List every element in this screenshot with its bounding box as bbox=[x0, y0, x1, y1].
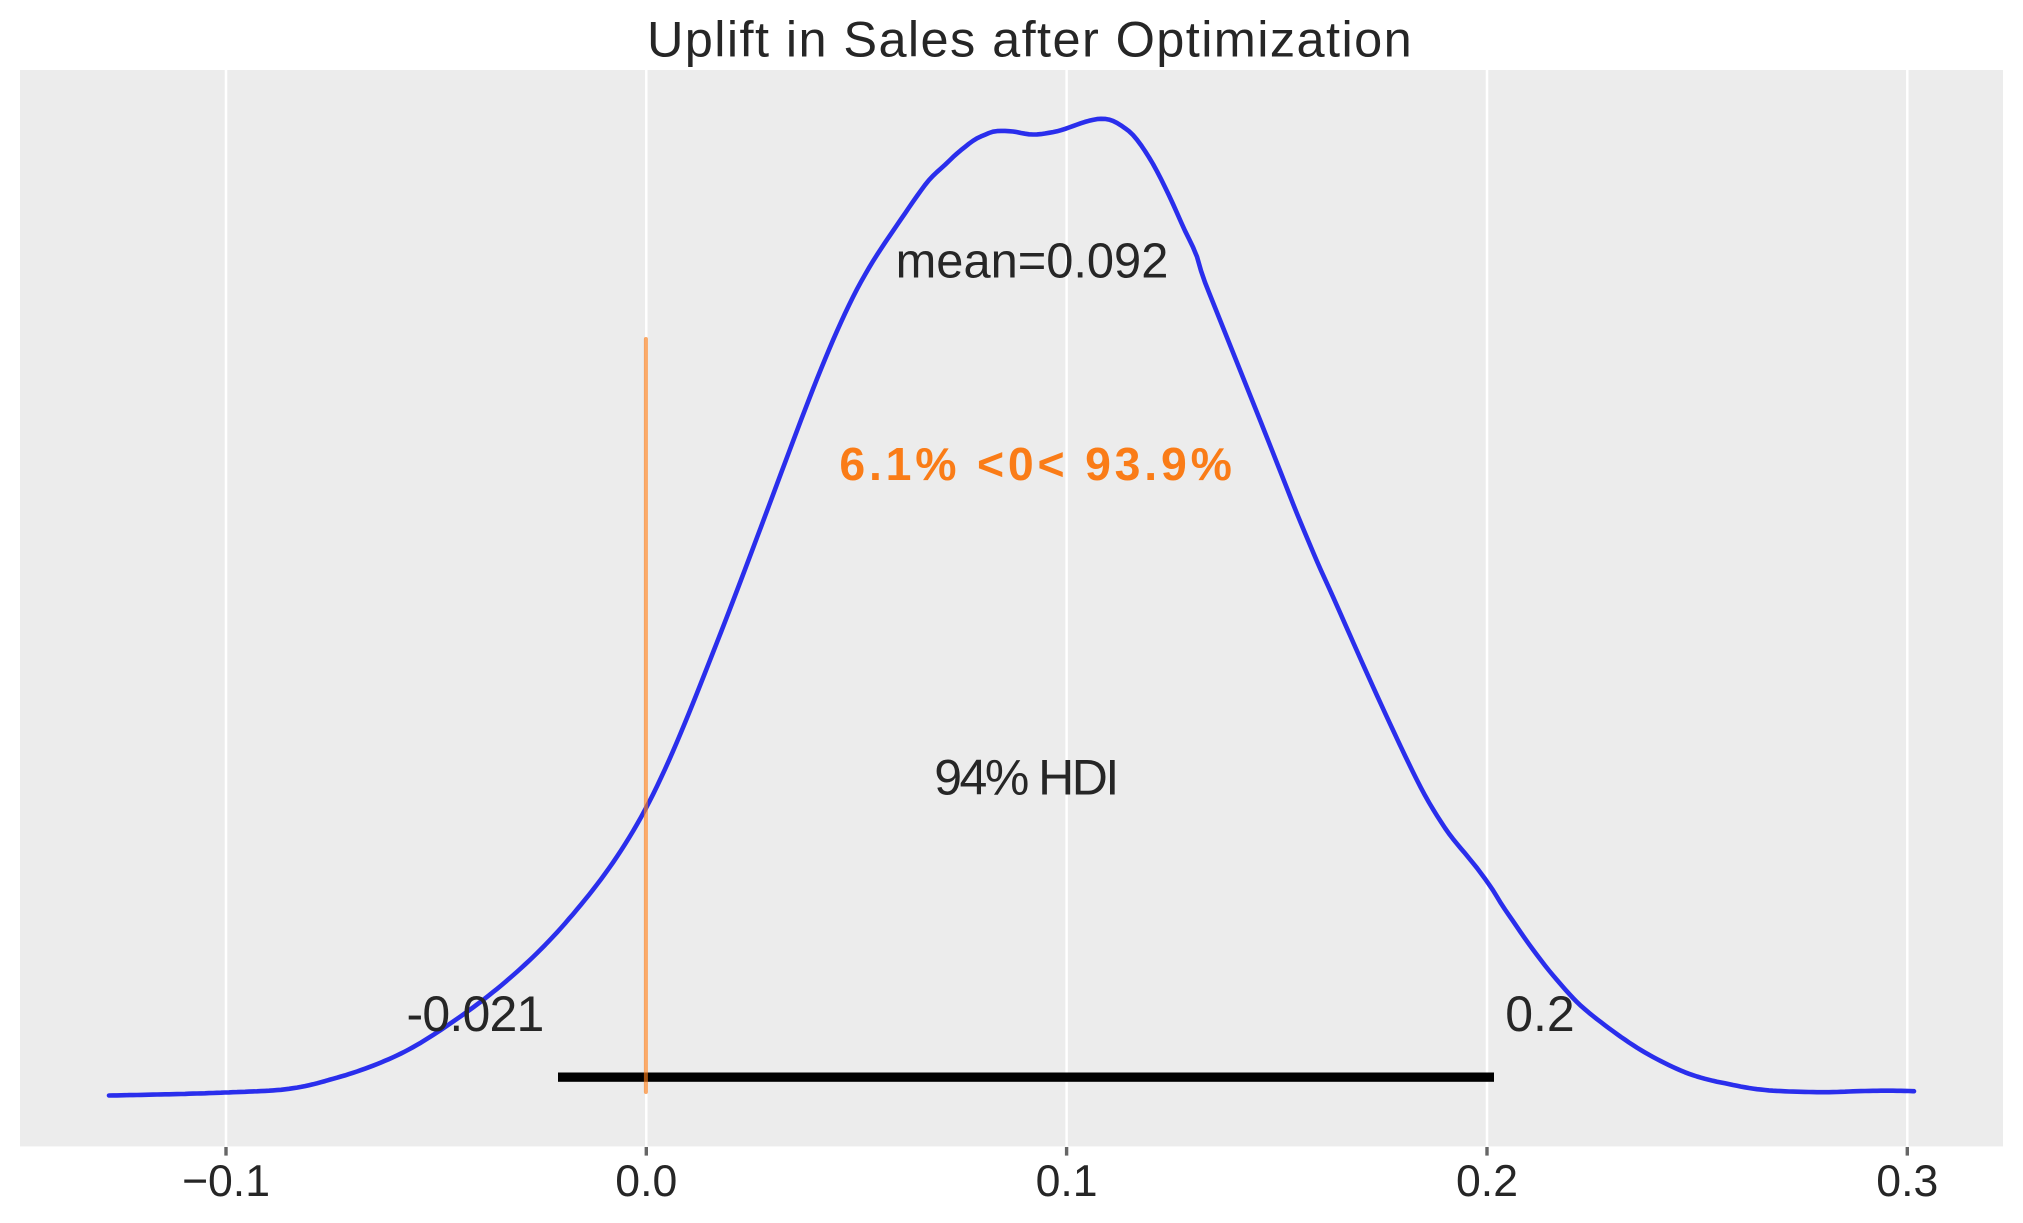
svg-text:−0.1: −0.1 bbox=[182, 1157, 270, 1206]
svg-text:0.2: 0.2 bbox=[1505, 986, 1575, 1042]
svg-text:6.1% <0< 93.9%: 6.1% <0< 93.9% bbox=[839, 438, 1235, 490]
svg-text:0.1: 0.1 bbox=[1036, 1157, 1098, 1206]
svg-text:0.2: 0.2 bbox=[1456, 1157, 1518, 1206]
svg-text:0.0: 0.0 bbox=[615, 1157, 677, 1206]
svg-text:mean=0.092: mean=0.092 bbox=[896, 235, 1169, 289]
svg-text:0.3: 0.3 bbox=[1876, 1157, 1938, 1206]
svg-text:94% HDI: 94% HDI bbox=[934, 749, 1117, 805]
svg-text:-0.021: -0.021 bbox=[407, 986, 544, 1042]
svg-text:Uplift in Sales after Optimiza: Uplift in Sales after Optimization bbox=[647, 10, 1413, 67]
